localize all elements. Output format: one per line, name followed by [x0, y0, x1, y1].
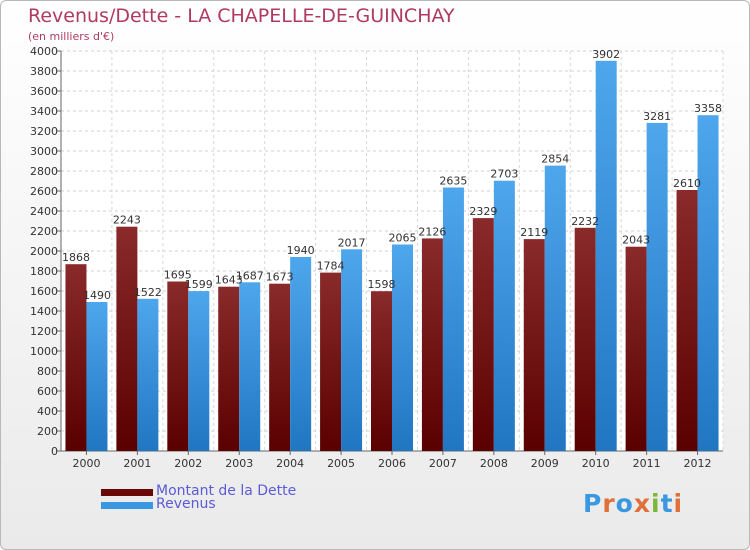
bar-revenue: [595, 60, 617, 452]
bar-revenue: [646, 122, 668, 452]
x-tick-label: 2001: [123, 457, 151, 470]
value-label-revenue: 2635: [439, 175, 467, 188]
value-label-revenue: 2854: [541, 153, 569, 166]
y-tick-label: 3200: [30, 125, 58, 138]
bar-debt: [421, 238, 443, 451]
bars-layer: [65, 60, 719, 452]
y-tick-label: 1600: [30, 285, 58, 298]
bar-debt: [625, 246, 647, 451]
y-tick-label: 2200: [30, 225, 58, 238]
chart-title: Revenus/Dette - LA CHAPELLE-DE-GUINCHAY: [28, 5, 455, 27]
value-label-revenue: 1599: [185, 278, 213, 291]
x-tick-label: 2006: [378, 457, 406, 470]
value-label-debt: 1695: [164, 269, 192, 282]
bar-debt: [574, 227, 596, 451]
bar-debt: [320, 272, 342, 451]
y-tick-label: 600: [37, 385, 58, 398]
x-tick-label: 2011: [633, 457, 661, 470]
value-label-revenue: 3358: [694, 102, 722, 115]
value-label-debt: 1643: [215, 274, 243, 287]
legend-label-revenue: Revenus: [156, 496, 216, 512]
bar-debt: [167, 281, 189, 451]
y-tick-label: 2000: [30, 245, 58, 258]
bar-debt: [65, 264, 87, 451]
y-tick-label: 3600: [30, 85, 58, 98]
legend-label-debt: Montant de la Dette: [156, 483, 297, 499]
value-label-debt: 2043: [622, 234, 650, 247]
y-tick-label: 3400: [30, 105, 58, 118]
y-tick-label: 0: [51, 445, 58, 458]
y-tick-label: 1200: [30, 325, 58, 338]
bar-debt: [472, 218, 494, 451]
y-tick-label: 4000: [30, 45, 58, 58]
y-tick-label: 200: [37, 425, 58, 438]
value-label-debt: 2329: [469, 205, 497, 218]
x-tick-label: 2009: [531, 457, 559, 470]
value-label-revenue: 1490: [83, 289, 111, 302]
x-tick-label: 2004: [276, 457, 304, 470]
x-tick-label: 2008: [480, 457, 508, 470]
bar-revenue: [239, 282, 261, 451]
y-tick-label: 400: [37, 405, 58, 418]
y-tick-label: 2800: [30, 165, 58, 178]
y-tick-label: 1800: [30, 265, 58, 278]
value-label-revenue: 1687: [236, 269, 264, 282]
value-label-revenue: 1522: [134, 286, 162, 299]
bar-revenue: [493, 180, 515, 451]
value-label-debt: 1598: [368, 278, 396, 291]
legend-swatch-revenue: [101, 502, 153, 509]
legend-swatch-debt: [101, 489, 153, 496]
proxiti-logo: Proxiti: [583, 489, 683, 518]
chart-subtitle: (en milliers d'€): [28, 30, 115, 43]
value-label-debt: 2119: [520, 226, 548, 239]
logo-text: Proxiti: [583, 489, 684, 518]
y-tick-label: 3000: [30, 145, 58, 158]
bar-revenue: [544, 165, 566, 451]
value-label-debt: 2610: [673, 177, 701, 190]
y-tick-label: 1400: [30, 305, 58, 318]
y-tick-label: 2600: [30, 185, 58, 198]
value-label-debt: 1784: [317, 260, 345, 273]
bar-debt: [523, 239, 545, 451]
value-label-revenue: 1940: [287, 244, 315, 257]
bar-debt: [116, 226, 138, 451]
value-label-revenue: 3281: [643, 110, 671, 123]
axis-layer: 0 200 400 600 800 1000 1200 1400 1600 1800 2000 220…: [30, 45, 723, 470]
bar-revenue: [290, 257, 312, 451]
bar-debt: [269, 283, 291, 451]
x-tick-label: 2002: [174, 457, 202, 470]
y-tick-label: 3800: [30, 65, 58, 78]
x-tick-label: 2007: [429, 457, 457, 470]
bar-debt: [676, 190, 698, 451]
value-label-revenue: 2703: [490, 168, 518, 181]
bar-revenue: [188, 291, 210, 451]
bar-revenue: [392, 244, 413, 451]
y-tick-label: 800: [37, 365, 58, 378]
x-tick-label: 2003: [225, 457, 253, 470]
value-label-debt: 2243: [113, 214, 141, 227]
x-tick-label: 2005: [327, 457, 355, 470]
bar-revenue: [697, 115, 719, 451]
value-label-debt: 1673: [266, 271, 294, 284]
value-label-debt: 2126: [418, 225, 446, 238]
bar-debt: [218, 286, 240, 451]
bar-revenue: [341, 249, 363, 451]
value-label-revenue: 2065: [389, 232, 417, 245]
bar-revenue: [137, 298, 159, 451]
value-label-revenue: 2017: [338, 236, 366, 249]
x-tick-label: 2012: [684, 457, 712, 470]
bar-revenue: [86, 302, 108, 451]
bar-debt: [371, 291, 392, 451]
value-label-debt: 1868: [62, 251, 90, 264]
bar-revenue: [442, 187, 464, 451]
x-tick-label: 2010: [582, 457, 610, 470]
value-label-debt: 2232: [571, 215, 599, 228]
value-label-revenue: 3902: [592, 48, 620, 61]
y-tick-label: 2400: [30, 205, 58, 218]
y-tick-label: 1000: [30, 345, 58, 358]
x-tick-label: 2000: [72, 457, 100, 470]
